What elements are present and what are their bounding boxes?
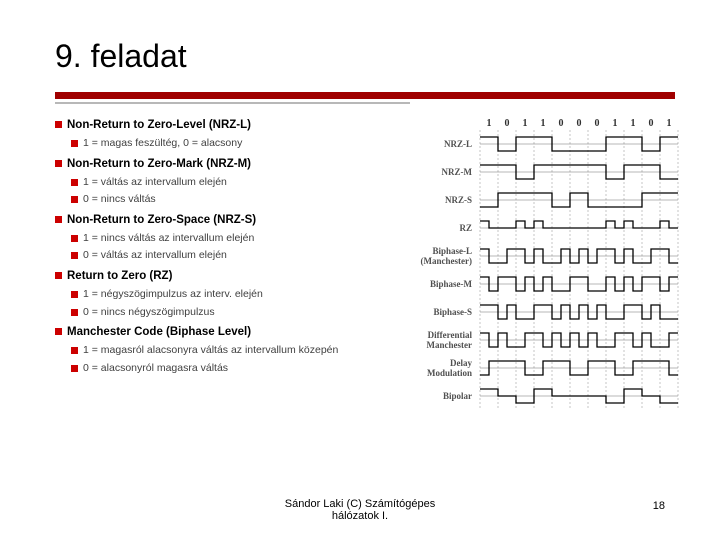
bullet-icon xyxy=(71,347,78,354)
bullet-icon xyxy=(71,179,78,186)
footer-line2: hálózatok I. xyxy=(332,510,388,522)
bullet-text: 1 = nincs váltás az intervallum elején xyxy=(83,232,254,246)
bullet-text: Non-Return to Zero-Space (NRZ-S) xyxy=(67,213,256,228)
svg-text:0: 0 xyxy=(577,118,582,129)
bullet-l2: 1 = magasról alacsonyra váltás az interv… xyxy=(71,344,365,358)
waveform-svg: 1 0 1 1 0 0 0 1 1 0 1 NRZ-L NRZ-M NRZ-S RZ Biphase-L(Ma… xyxy=(370,112,695,432)
bullet-icon xyxy=(55,328,62,335)
bullet-l2: 0 = váltás az intervallum elején xyxy=(71,249,365,263)
bullet-icon xyxy=(71,252,78,259)
bullet-text: Return to Zero (RZ) xyxy=(67,269,172,284)
svg-text:1: 1 xyxy=(631,118,636,129)
svg-text:Differential: Differential xyxy=(428,330,473,340)
bullet-text: 1 = váltás az intervallum elején xyxy=(83,176,227,190)
bullet-icon xyxy=(55,272,62,279)
svg-text:NRZ-M: NRZ-M xyxy=(442,167,473,177)
svg-text:1: 1 xyxy=(523,118,528,129)
svg-text:1: 1 xyxy=(487,118,492,129)
bullet-l2: 0 = alacsonyról magasra váltás xyxy=(71,362,365,376)
bullet-text: Non-Return to Zero-Level (NRZ-L) xyxy=(67,118,251,133)
bullet-l2: 1 = nincs váltás az intervallum elején xyxy=(71,232,365,246)
page-title: 9. feladat xyxy=(55,38,187,75)
bullet-text: 0 = nincs váltás xyxy=(83,193,156,207)
bullet-text: 1 = magas feszültég, 0 = alacsony xyxy=(83,137,242,151)
bullet-text: 0 = nincs négyszögimpulzus xyxy=(83,306,215,320)
bullet-l1: Manchester Code (Biphase Level) xyxy=(55,325,365,340)
bullet-icon xyxy=(55,160,62,167)
bullet-icon xyxy=(71,140,78,147)
bullet-text: Manchester Code (Biphase Level) xyxy=(67,325,251,340)
svg-text:(Manchester): (Manchester) xyxy=(421,256,472,266)
bullet-icon xyxy=(71,235,78,242)
svg-text:Biphase-L: Biphase-L xyxy=(432,246,472,256)
bullet-icon xyxy=(71,291,78,298)
svg-text:NRZ-S: NRZ-S xyxy=(445,195,472,205)
bullet-text: 1 = magasról alacsonyra váltás az interv… xyxy=(83,344,338,358)
waveform-chart: 1 0 1 1 0 0 0 1 1 0 1 NRZ-L NRZ-M NRZ-S RZ Biphase-L(Ma… xyxy=(370,112,695,452)
svg-text:Bipolar: Bipolar xyxy=(443,391,472,401)
bullet-icon xyxy=(71,365,78,372)
bullet-l2: 1 = magas feszültég, 0 = alacsony xyxy=(71,137,365,151)
svg-text:1: 1 xyxy=(667,118,672,129)
bullet-text: 1 = négyszögimpulzus az interv. elején xyxy=(83,288,263,302)
bullet-l1: Non-Return to Zero-Level (NRZ-L) xyxy=(55,118,365,133)
bullet-l1: Non-Return to Zero-Space (NRZ-S) xyxy=(55,213,365,228)
footer-text: Sándor Laki (C) Számítógépes hálózatok I… xyxy=(0,498,720,522)
svg-text:1: 1 xyxy=(613,118,618,129)
svg-text:Biphase-S: Biphase-S xyxy=(433,307,472,317)
svg-text:0: 0 xyxy=(559,118,564,129)
footer-line1: Sándor Laki (C) Számítógépes xyxy=(285,498,435,510)
svg-text:0: 0 xyxy=(505,118,510,129)
svg-text:Delay: Delay xyxy=(450,358,472,368)
svg-text:Modulation: Modulation xyxy=(427,368,472,378)
bullet-l2: 0 = nincs váltás xyxy=(71,193,365,207)
bullet-l1: Return to Zero (RZ) xyxy=(55,269,365,284)
title-rule-thick xyxy=(55,92,675,99)
bullet-icon xyxy=(71,309,78,316)
svg-text:Biphase-M: Biphase-M xyxy=(430,279,473,289)
title-rule-thin xyxy=(55,102,410,104)
svg-text:0: 0 xyxy=(595,118,600,129)
bullet-text: 0 = váltás az intervallum elején xyxy=(83,249,227,263)
bullet-l2: 1 = négyszögimpulzus az interv. elején xyxy=(71,288,365,302)
slide: 9. feladat Non-Return to Zero-Level (NRZ… xyxy=(0,0,720,540)
content-area: Non-Return to Zero-Level (NRZ-L) 1 = maga… xyxy=(55,112,695,472)
bullet-l2: 1 = váltás az intervallum elején xyxy=(71,176,365,190)
bullet-l2: 0 = nincs négyszögimpulzus xyxy=(71,306,365,320)
svg-text:RZ: RZ xyxy=(459,223,472,233)
svg-text:Manchester: Manchester xyxy=(427,340,472,350)
bullet-l1: Non-Return to Zero-Mark (NRZ-M) xyxy=(55,157,365,172)
bullet-list: Non-Return to Zero-Level (NRZ-L) 1 = maga… xyxy=(55,112,365,375)
bullet-icon xyxy=(71,196,78,203)
bullet-text: Non-Return to Zero-Mark (NRZ-M) xyxy=(67,157,251,172)
page-number: 18 xyxy=(653,500,665,512)
bullet-icon xyxy=(55,216,62,223)
bullet-text: 0 = alacsonyról magasra váltás xyxy=(83,362,228,376)
bullet-icon xyxy=(55,121,62,128)
svg-text:NRZ-L: NRZ-L xyxy=(444,139,472,149)
svg-text:1: 1 xyxy=(541,118,546,129)
svg-text:0: 0 xyxy=(649,118,654,129)
